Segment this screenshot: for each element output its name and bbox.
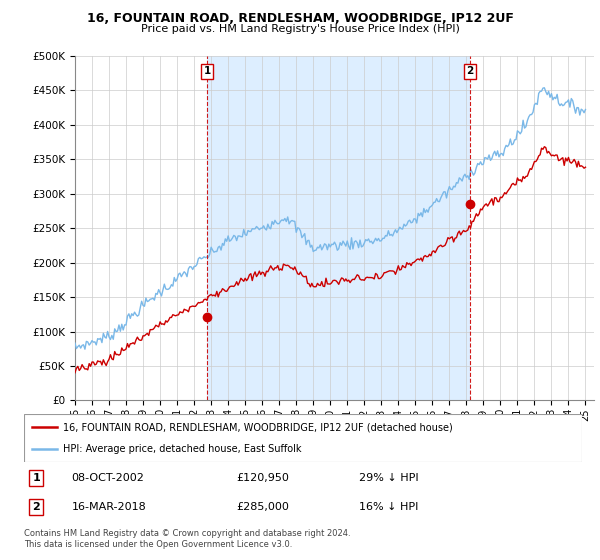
Text: 16-MAR-2018: 16-MAR-2018 (71, 502, 146, 512)
Text: £285,000: £285,000 (236, 502, 289, 512)
Text: 08-OCT-2002: 08-OCT-2002 (71, 473, 145, 483)
Text: Price paid vs. HM Land Registry's House Price Index (HPI): Price paid vs. HM Land Registry's House … (140, 24, 460, 34)
Text: 1: 1 (32, 473, 40, 483)
Text: 2: 2 (32, 502, 40, 512)
Text: 29% ↓ HPI: 29% ↓ HPI (359, 473, 418, 483)
Text: 2: 2 (466, 67, 473, 77)
Text: £120,950: £120,950 (236, 473, 289, 483)
Text: 16, FOUNTAIN ROAD, RENDLESHAM, WOODBRIDGE, IP12 2UF (detached house): 16, FOUNTAIN ROAD, RENDLESHAM, WOODBRIDG… (63, 422, 453, 432)
Text: 16, FOUNTAIN ROAD, RENDLESHAM, WOODBRIDGE, IP12 2UF: 16, FOUNTAIN ROAD, RENDLESHAM, WOODBRIDG… (86, 12, 514, 25)
Text: 1: 1 (203, 67, 211, 77)
Text: Contains HM Land Registry data © Crown copyright and database right 2024.
This d: Contains HM Land Registry data © Crown c… (24, 529, 350, 549)
Bar (207, 56, 470, 400)
Text: 16% ↓ HPI: 16% ↓ HPI (359, 502, 418, 512)
Text: HPI: Average price, detached house, East Suffolk: HPI: Average price, detached house, East… (63, 444, 302, 454)
